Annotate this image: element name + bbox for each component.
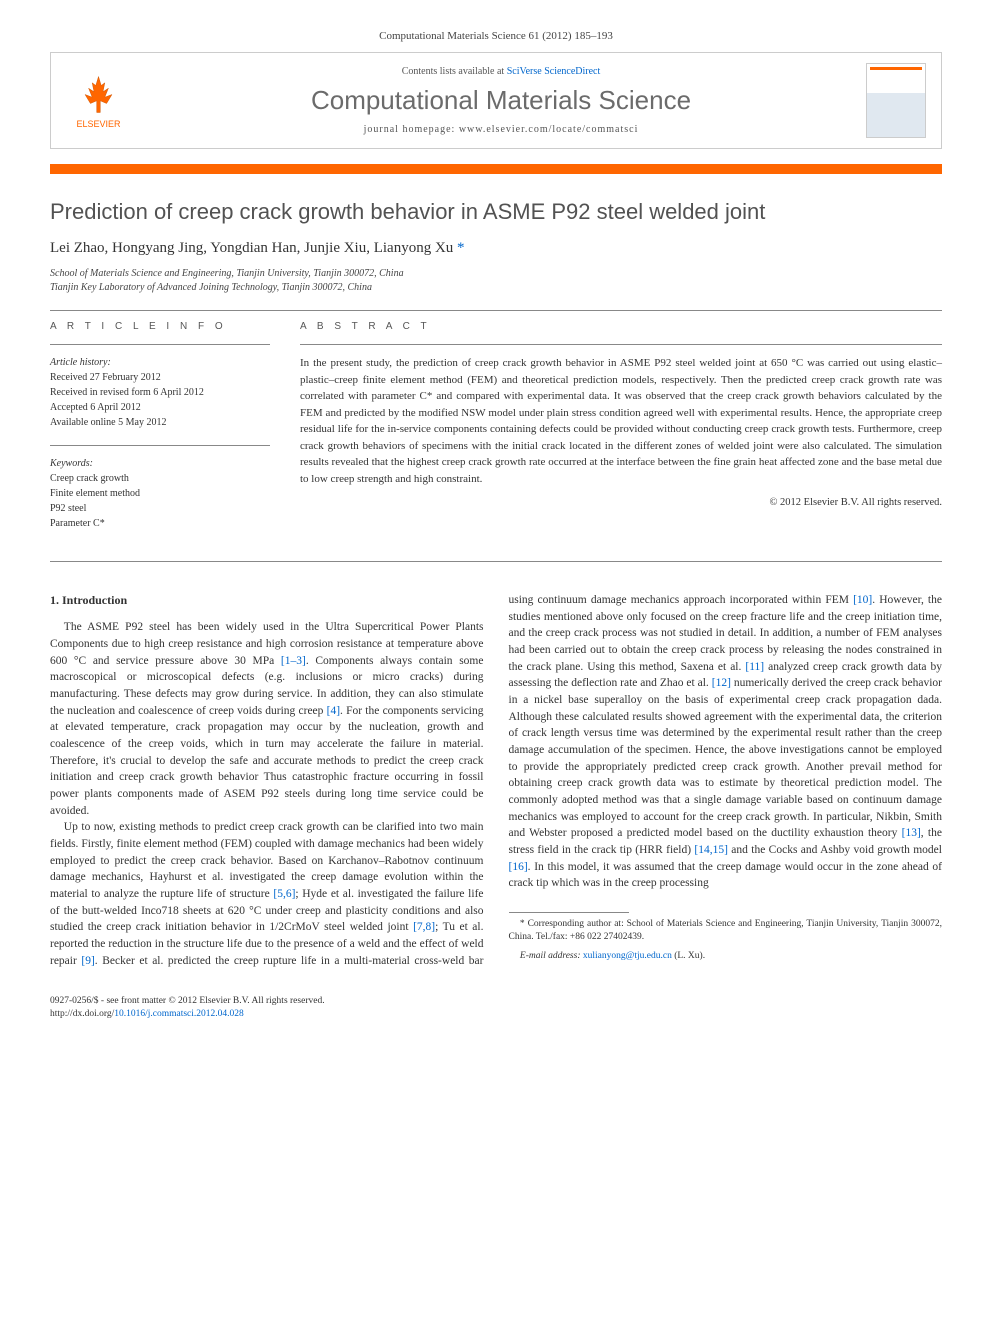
ref-16[interactable]: [16] xyxy=(509,861,528,873)
page-footer: 0927-0256/$ - see front matter © 2012 El… xyxy=(50,995,942,1022)
info-divider-1 xyxy=(50,344,270,345)
info-abstract-row: A R T I C L E I N F O Article history: R… xyxy=(50,321,942,546)
affiliation-1: School of Materials Science and Engineer… xyxy=(50,267,942,281)
accent-bar xyxy=(50,164,942,174)
contents-prefix: Contents lists available at xyxy=(402,66,507,77)
ref-14-15[interactable]: [14,15] xyxy=(694,844,728,856)
p3i: . In this model, it was assumed that the… xyxy=(509,861,943,890)
keyword-2: Finite element method xyxy=(50,486,270,501)
contents-available: Contents lists available at SciVerse Sci… xyxy=(151,66,851,77)
corresponding-marker[interactable]: * xyxy=(457,240,465,256)
keywords-block: Keywords: Creep crack growth Finite elem… xyxy=(50,456,270,531)
ref-11[interactable]: [11] xyxy=(745,661,764,673)
journal-name: Computational Materials Science xyxy=(151,85,851,116)
divider-top xyxy=(50,310,942,311)
history-online: Available online 5 May 2012 xyxy=(50,415,270,430)
article-info-column: A R T I C L E I N F O Article history: R… xyxy=(50,321,270,546)
email-label: E-mail address: xyxy=(520,951,583,961)
citation-line: Computational Materials Science 61 (2012… xyxy=(50,30,942,42)
ref-10[interactable]: [10] xyxy=(853,594,872,606)
keyword-1: Creep crack growth xyxy=(50,471,270,486)
doi-label: http://dx.doi.org/ xyxy=(50,1009,114,1019)
homepage-prefix: journal homepage: xyxy=(364,124,459,135)
email-suffix: (L. Xu). xyxy=(672,951,705,961)
history-received: Received 27 February 2012 xyxy=(50,370,270,385)
ref-5-6[interactable]: [5,6] xyxy=(273,888,295,900)
front-matter-line: 0927-0256/$ - see front matter © 2012 El… xyxy=(50,995,942,1008)
journal-header: ELSEVIER Contents lists available at Sci… xyxy=(50,52,942,149)
keywords-label: Keywords: xyxy=(50,456,270,471)
header-center: Contents lists available at SciVerse Sci… xyxy=(151,66,851,135)
abstract-divider xyxy=(300,344,942,345)
homepage-url: www.elsevier.com/locate/commatsci xyxy=(459,124,639,135)
abstract-copyright: © 2012 Elsevier B.V. All rights reserved… xyxy=(300,497,942,508)
doi-line: http://dx.doi.org/10.1016/j.commatsci.20… xyxy=(50,1008,942,1021)
section-1-title: 1. Introduction xyxy=(50,592,484,609)
keyword-3: P92 steel xyxy=(50,501,270,516)
elsevier-logo: ELSEVIER xyxy=(66,66,131,136)
author-list: Lei Zhao, Hongyang Jing, Yongdian Han, J… xyxy=(50,240,942,257)
p3f: numerically derived the creep crack beha… xyxy=(509,677,943,839)
history-accepted: Accepted 6 April 2012 xyxy=(50,400,270,415)
journal-cover-thumb xyxy=(866,63,926,138)
p1c: . For the components servicing at elevat… xyxy=(50,705,484,817)
article-history: Article history: Received 27 February 20… xyxy=(50,355,270,430)
email-link[interactable]: xulianyong@tju.edu.cn xyxy=(583,951,672,961)
article-title: Prediction of creep crack growth behavio… xyxy=(50,199,942,225)
affiliation-2: Tianjin Key Laboratory of Advanced Joini… xyxy=(50,281,942,295)
elsevier-tree-icon xyxy=(76,72,121,117)
footnote-separator xyxy=(509,912,629,913)
history-revised: Received in revised form 6 April 2012 xyxy=(50,385,270,400)
ref-12[interactable]: [12] xyxy=(712,677,731,689)
ref-1-3[interactable]: [1–3] xyxy=(281,655,306,667)
abstract-text: In the present study, the prediction of … xyxy=(300,355,942,487)
ref-7-8[interactable]: [7,8] xyxy=(413,921,435,933)
ref-13[interactable]: [13] xyxy=(902,827,921,839)
email-footnote: E-mail address: xulianyong@tju.edu.cn (L… xyxy=(509,950,943,963)
abstract-head: A B S T R A C T xyxy=(300,321,942,332)
affiliations: School of Materials Science and Engineer… xyxy=(50,267,942,295)
p3h: and the Cocks and Ashby void growth mode… xyxy=(728,844,942,856)
ref-9[interactable]: [9] xyxy=(81,955,94,967)
history-label: Article history: xyxy=(50,355,270,370)
ref-4[interactable]: [4] xyxy=(327,705,340,717)
info-divider-2 xyxy=(50,445,270,446)
authors-text: Lei Zhao, Hongyang Jing, Yongdian Han, J… xyxy=(50,240,457,256)
body-text: 1. Introduction The ASME P92 steel has b… xyxy=(50,592,942,970)
intro-para-1: The ASME P92 steel has been widely used … xyxy=(50,619,484,819)
article-info-head: A R T I C L E I N F O xyxy=(50,321,270,332)
keyword-4: Parameter C* xyxy=(50,516,270,531)
abstract-column: A B S T R A C T In the present study, th… xyxy=(300,321,942,546)
divider-bottom xyxy=(50,561,942,562)
journal-homepage: journal homepage: www.elsevier.com/locat… xyxy=(151,124,851,135)
doi-link[interactable]: 10.1016/j.commatsci.2012.04.028 xyxy=(114,1009,244,1019)
sciencedirect-link[interactable]: SciVerse ScienceDirect xyxy=(507,66,601,77)
elsevier-label: ELSEVIER xyxy=(76,119,120,129)
corresponding-footnote: * Corresponding author at: School of Mat… xyxy=(509,918,943,945)
